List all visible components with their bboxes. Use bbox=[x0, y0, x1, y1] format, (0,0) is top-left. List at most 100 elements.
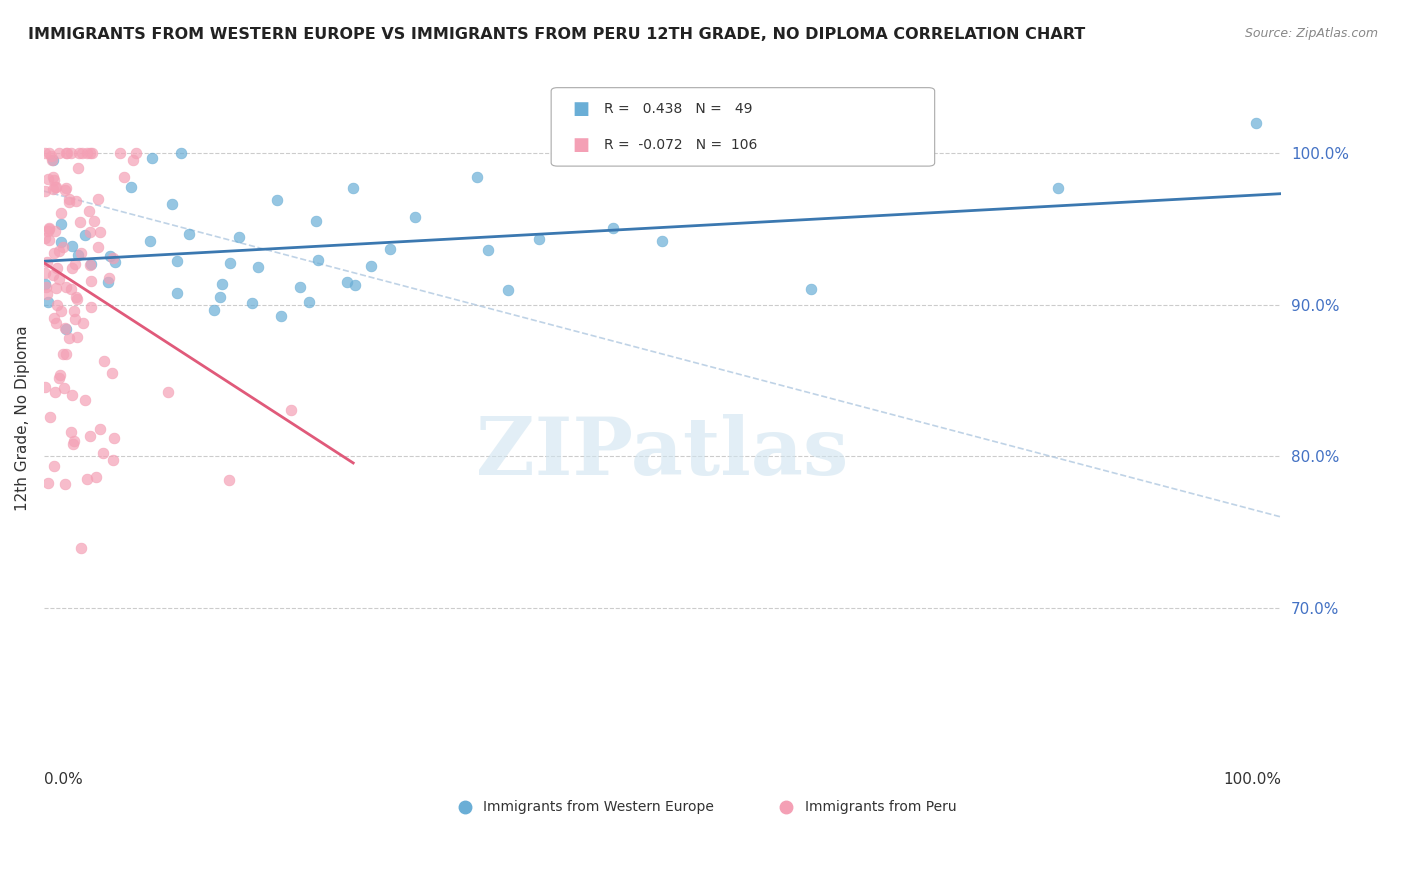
Point bbox=[53, 183, 76, 197]
Point bbox=[218, 473, 240, 487]
Point bbox=[156, 384, 179, 399]
Point bbox=[177, 227, 200, 242]
Point bbox=[307, 252, 329, 267]
Point bbox=[380, 243, 402, 257]
Point bbox=[42, 458, 65, 473]
Point bbox=[59, 146, 82, 161]
Point bbox=[69, 215, 91, 229]
Text: R =   0.438   N =   49: R = 0.438 N = 49 bbox=[605, 102, 752, 116]
Point bbox=[70, 541, 93, 556]
Point bbox=[72, 317, 94, 331]
Point bbox=[52, 240, 75, 254]
Point bbox=[73, 393, 96, 408]
Point bbox=[44, 224, 66, 238]
Point bbox=[89, 422, 111, 436]
Point bbox=[51, 235, 73, 249]
Point bbox=[80, 146, 103, 161]
Point bbox=[53, 321, 76, 335]
Point bbox=[298, 295, 321, 310]
Point bbox=[800, 282, 823, 296]
Point bbox=[280, 403, 302, 417]
Point bbox=[247, 260, 270, 275]
Point bbox=[38, 222, 60, 236]
Text: Source: ZipAtlas.com: Source: ZipAtlas.com bbox=[1244, 27, 1378, 40]
Point bbox=[34, 380, 56, 394]
Point bbox=[79, 204, 101, 219]
Point bbox=[305, 214, 328, 228]
Point bbox=[290, 279, 312, 293]
Point bbox=[44, 180, 66, 194]
Point bbox=[108, 146, 131, 161]
Point bbox=[104, 255, 127, 269]
Point bbox=[496, 283, 519, 297]
Point bbox=[343, 277, 366, 292]
Point bbox=[67, 146, 90, 161]
Point bbox=[69, 245, 91, 260]
Point bbox=[160, 197, 183, 211]
Point bbox=[89, 225, 111, 239]
Point bbox=[49, 303, 72, 318]
Point bbox=[98, 249, 121, 263]
Point bbox=[42, 246, 65, 260]
Point bbox=[55, 146, 77, 161]
Point bbox=[49, 368, 72, 383]
Point bbox=[45, 281, 67, 295]
Point bbox=[219, 256, 242, 270]
Point bbox=[73, 228, 96, 243]
Point bbox=[58, 192, 80, 206]
Point bbox=[37, 294, 59, 309]
Point bbox=[166, 285, 188, 300]
Point bbox=[55, 346, 77, 360]
Text: ZIPatlas: ZIPatlas bbox=[477, 414, 849, 491]
Point bbox=[45, 180, 67, 194]
Text: 100.0%: 100.0% bbox=[1223, 772, 1281, 787]
Point bbox=[34, 146, 56, 161]
Point bbox=[55, 477, 77, 491]
Point bbox=[342, 180, 364, 194]
Point bbox=[97, 275, 120, 289]
Point bbox=[98, 271, 121, 285]
Point bbox=[52, 347, 75, 361]
Point bbox=[602, 220, 624, 235]
FancyBboxPatch shape bbox=[551, 87, 935, 166]
Point bbox=[42, 268, 65, 282]
Point bbox=[112, 170, 135, 185]
Point bbox=[101, 366, 124, 380]
Point bbox=[58, 331, 80, 345]
Point bbox=[38, 220, 60, 235]
Point bbox=[42, 181, 65, 195]
Point bbox=[41, 153, 63, 168]
Point bbox=[170, 146, 193, 161]
Point bbox=[37, 224, 59, 238]
Y-axis label: 12th Grade, No Diploma: 12th Grade, No Diploma bbox=[15, 326, 30, 511]
Point bbox=[84, 469, 107, 483]
Point bbox=[60, 261, 83, 276]
Point bbox=[91, 445, 114, 459]
Text: R =  -0.072   N =  106: R = -0.072 N = 106 bbox=[605, 137, 758, 152]
Point bbox=[60, 425, 83, 440]
Point bbox=[65, 194, 87, 208]
Point bbox=[79, 428, 101, 442]
Point bbox=[34, 277, 56, 291]
Point bbox=[80, 256, 103, 270]
Point bbox=[48, 244, 70, 258]
Point bbox=[465, 169, 488, 184]
Point bbox=[44, 385, 66, 400]
Point bbox=[38, 233, 60, 247]
Point bbox=[59, 282, 82, 296]
Point bbox=[56, 146, 79, 161]
Point bbox=[37, 476, 59, 491]
Point bbox=[38, 146, 60, 161]
Point bbox=[67, 247, 90, 261]
Point bbox=[39, 410, 62, 425]
Point bbox=[46, 298, 69, 312]
Point bbox=[404, 210, 426, 224]
Point bbox=[336, 275, 359, 289]
Text: ■: ■ bbox=[572, 100, 589, 118]
Point bbox=[240, 295, 263, 310]
Point bbox=[63, 257, 86, 271]
Point bbox=[35, 279, 58, 293]
Point bbox=[79, 274, 101, 288]
Point bbox=[49, 217, 72, 231]
Point bbox=[103, 431, 125, 445]
